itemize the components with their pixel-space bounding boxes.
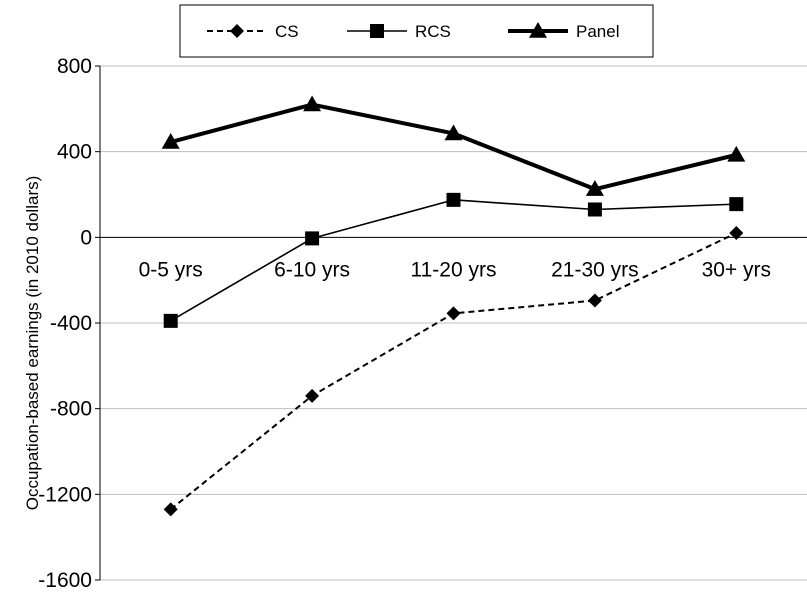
- category-label: 30+ yrs: [702, 258, 771, 281]
- data-point-cs: [729, 226, 744, 241]
- data-point-rcs: [729, 197, 744, 212]
- legend-item-cs: CS: [207, 22, 299, 41]
- data-point-rcs: [587, 202, 602, 217]
- y-tick-label: -400: [50, 312, 92, 335]
- legend: CS RCS Panel: [179, 4, 654, 58]
- data-point-panel: [444, 124, 463, 141]
- legend-label: CS: [275, 22, 299, 41]
- y-tick-label: 800: [57, 55, 92, 78]
- legend-marker-cs: [230, 24, 244, 38]
- category-label: 11-20 yrs: [411, 258, 497, 281]
- y-tick-label: 0: [80, 226, 92, 249]
- legend-item-rcs: RCS: [347, 22, 451, 41]
- gridlines: [95, 65, 807, 581]
- category-label: 6-10 yrs: [274, 258, 350, 281]
- y-tick-label: -1200: [38, 483, 92, 506]
- series-panel: [161, 95, 746, 196]
- data-point-panel: [727, 145, 746, 162]
- series-cs: [163, 226, 744, 517]
- data-point-panel: [161, 133, 180, 149]
- series-rcs: [163, 192, 744, 328]
- data-point-cs: [163, 502, 178, 517]
- data-point-panel: [585, 180, 604, 196]
- data-point-cs: [305, 388, 320, 403]
- data-point-rcs: [163, 313, 178, 328]
- data-point-cs: [587, 293, 602, 308]
- data-point-rcs: [305, 231, 320, 246]
- legend-marker-panel: [529, 22, 547, 38]
- series-layer: [161, 95, 746, 517]
- legend-marker-rcs: [370, 24, 384, 38]
- category-label: 0-5 yrs: [139, 258, 203, 281]
- y-tick-label: -1600: [38, 569, 92, 592]
- series-line-panel: [170, 102, 737, 192]
- y-tick-label: 400: [57, 141, 92, 164]
- legend-label: RCS: [415, 22, 451, 41]
- data-point-panel: [303, 95, 322, 112]
- legend-item-panel: Panel: [508, 22, 619, 41]
- legend-label: Panel: [576, 22, 619, 41]
- category-labels: 0-5 yrs 6-10 yrs 11-20 yrs 21-30 yrs 30+ yrs: [139, 258, 771, 281]
- y-tick-labels: 800 400 0 -400 -800 -1200 -1600: [38, 55, 92, 592]
- y-axis-label: Occupation-based earnings (in 2010 dolla…: [23, 176, 42, 511]
- y-tick-label: -800: [50, 398, 92, 421]
- data-point-cs: [446, 306, 461, 321]
- category-label: 21-30 yrs: [551, 258, 639, 281]
- data-point-rcs: [446, 192, 461, 207]
